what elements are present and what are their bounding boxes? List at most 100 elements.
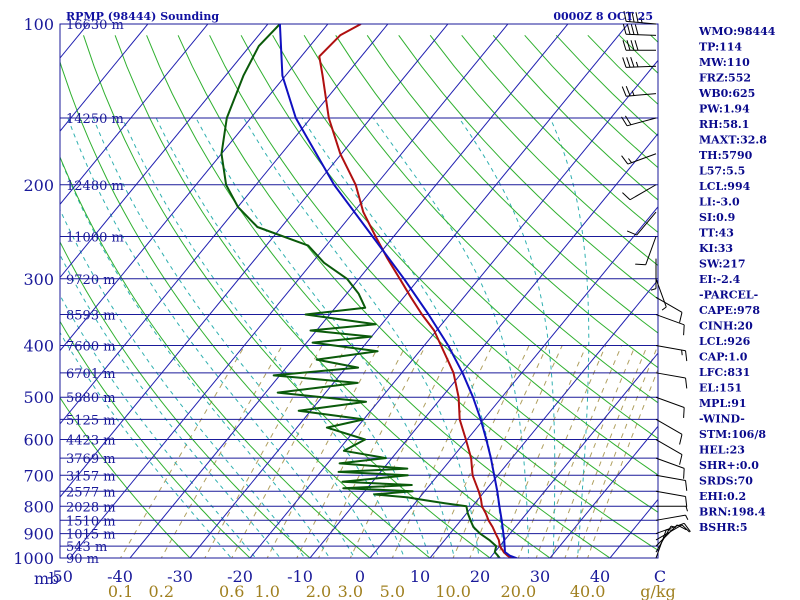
wind-barbs: [621, 11, 691, 559]
stability-index: CAPE:978: [699, 304, 760, 317]
pressure-tick-label: 1000: [13, 549, 54, 568]
wind-barb-staff: [626, 20, 657, 25]
wind-barb-flag: [626, 57, 631, 68]
dewpoint-trace: [220, 24, 501, 558]
height-label: 5125 m: [66, 413, 116, 428]
wind-barb-flag: [621, 155, 629, 165]
temperature-trace: [318, 24, 513, 558]
isobars: [60, 24, 658, 558]
height-labels: 16630 m 14250 m 12480 m 11000 m 9720 m 8593 m…: [66, 18, 124, 567]
mixing-ratio-line: [564, 345, 648, 558]
isotherm-line: [60, 24, 449, 498]
wind-barb-staff: [629, 184, 657, 201]
isotherm-line: [309, 132, 658, 558]
pressure-tick-label: 200: [23, 176, 54, 195]
mixing-ratio-line: [391, 345, 493, 558]
dry-adiabat: [366, 35, 658, 334]
temperature-tick-label: -50: [47, 567, 73, 586]
temperature-tick-label: 20: [470, 567, 490, 586]
isotherm-line: [60, 24, 209, 206]
wind-barb-flag: [683, 407, 685, 418]
mixing-ratio-lines: [119, 345, 658, 558]
stability-index: SRDS:70: [699, 475, 753, 488]
mixing-ratio-line: [231, 345, 348, 558]
wind-barb-flag: [625, 85, 631, 97]
wind-barb-staff: [636, 211, 657, 236]
mixing-ratio-line: [452, 345, 548, 558]
wind-barb-flag: [626, 24, 631, 35]
pressure-tick-label: 300: [23, 270, 54, 289]
wind-barb-flag: [679, 434, 683, 445]
stability-index: STM:106/8: [699, 428, 766, 441]
wind-barb: [655, 524, 687, 547]
wind-barb-flag: [685, 480, 688, 491]
stability-index: WMO:98444: [698, 25, 776, 38]
mixing-ratio-label: 0.2: [149, 582, 174, 600]
mixing-ratio-line: [119, 345, 246, 558]
wind-barb-flag: [634, 24, 639, 35]
isotherm-line: [60, 24, 329, 352]
height-label: 5880 m: [66, 391, 116, 406]
dry-adiabat: [60, 396, 191, 558]
isotherm-line: [0, 12, 38, 569]
temperature-tick-label: -30: [167, 567, 193, 586]
pressure-tick-label: 900: [23, 525, 54, 544]
isotherm-line: [189, 24, 629, 558]
stability-index: TP:114: [699, 41, 742, 54]
pressure-tick-labels: 100 200 300 400 500 600 700 800 900 1000: [13, 15, 54, 568]
wind-barb-flag: [623, 11, 627, 22]
wind-barb-flag: [622, 24, 627, 35]
height-label: 7600 m: [66, 340, 116, 355]
isotherm-line: [69, 24, 509, 558]
wind-barb-staff: [626, 117, 657, 127]
wind-barb-half: [681, 349, 683, 356]
mixing-ratio-label: 20.0: [501, 582, 537, 600]
dry-adiabat: [60, 320, 251, 558]
stability-index: EHI:0.2: [699, 490, 746, 503]
height-label: 14250 m: [66, 112, 124, 127]
wind-barb: [655, 345, 688, 362]
pressure-tick-label: 500: [23, 388, 54, 407]
stability-index: MW:110: [699, 56, 750, 69]
wind-barb: [655, 457, 685, 479]
stability-index: FRZ:552: [699, 72, 751, 85]
temperature-tick-label: C: [654, 567, 666, 586]
wind-barb-flag: [635, 12, 639, 23]
wind-barb-flag: [679, 312, 683, 323]
wind-barb: [635, 236, 657, 266]
wind-barb-flag: [676, 524, 687, 531]
mixing-ratio-line: [550, 345, 636, 558]
stability-index: SI:0.9: [699, 211, 735, 224]
mixing-ratio-line: [496, 345, 587, 558]
height-label: 1015 m: [66, 528, 116, 543]
wind-barb-flag: [683, 523, 691, 532]
height-label: 12480 m: [66, 179, 124, 194]
isotherms: [0, 12, 658, 569]
wind-barb-flag: [634, 40, 639, 51]
wind-barb: [655, 490, 688, 507]
temperature-tick-label: -10: [287, 567, 313, 586]
moist-adiabat: [92, 117, 380, 558]
wind-barb-half: [631, 90, 635, 96]
height-label: 8593 m: [66, 309, 116, 324]
plot-frame: [59, 23, 659, 559]
wind-barb-flag: [621, 86, 627, 97]
dry-adiabat: [587, 34, 658, 105]
wind-barb: [621, 153, 657, 165]
wind-barb-half: [640, 17, 643, 23]
wind-barb-flag: [683, 324, 685, 336]
dry-adiabat: [745, 35, 800, 569]
stability-index: L57:5.5: [699, 165, 745, 178]
wind-barb-staff: [655, 457, 685, 469]
temperature-tick-label: 30: [530, 567, 550, 586]
mixing-ratio-line: [535, 345, 623, 558]
wind-barb: [655, 474, 688, 491]
mixing-ratio-label: 0.1: [108, 582, 133, 600]
stability-index: WB0:625: [698, 87, 755, 100]
height-label: 2028 m: [66, 500, 116, 515]
stability-index: BSHR:5: [699, 521, 748, 534]
pressure-tick-label: 400: [23, 337, 54, 356]
wind-barb-half: [670, 525, 677, 528]
wind-barb-staff: [655, 514, 686, 521]
stability-index: PW:1.94: [699, 103, 750, 116]
